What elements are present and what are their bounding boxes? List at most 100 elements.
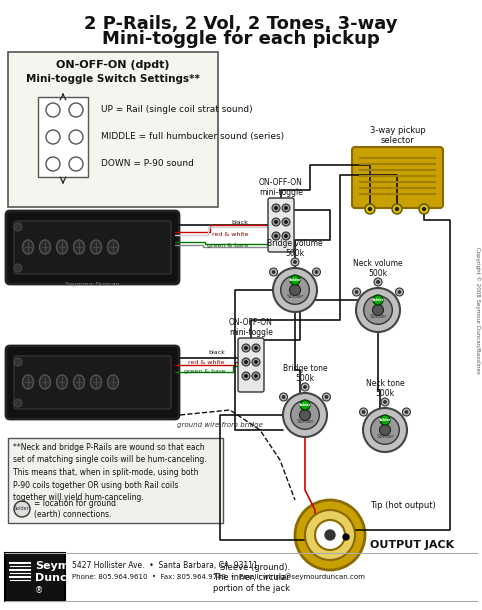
FancyBboxPatch shape <box>38 97 88 177</box>
Circle shape <box>46 130 60 144</box>
Text: **Neck and bridge P-Rails are wound so that each
set of matching single coils wi: **Neck and bridge P-Rails are wound so t… <box>13 443 207 502</box>
Circle shape <box>290 284 300 295</box>
Circle shape <box>419 204 429 214</box>
Text: Neck volume
500k: Neck volume 500k <box>353 259 403 278</box>
Circle shape <box>376 281 379 284</box>
Text: ground wire from bridge: ground wire from bridge <box>177 422 263 428</box>
Ellipse shape <box>56 240 67 254</box>
Circle shape <box>299 409 310 420</box>
Circle shape <box>269 268 278 276</box>
Circle shape <box>291 401 319 429</box>
Ellipse shape <box>56 375 67 389</box>
Text: Solder: Solder <box>286 294 304 299</box>
Text: DOWN = P-90 sound: DOWN = P-90 sound <box>101 159 194 168</box>
Ellipse shape <box>73 240 84 254</box>
Text: Bridge tone
500k: Bridge tone 500k <box>282 364 327 383</box>
Text: Sleeve (ground).
The inner, circular
portion of the jack: Sleeve (ground). The inner, circular por… <box>213 563 290 593</box>
Circle shape <box>356 288 400 332</box>
Text: Mini-toggle for each pickup: Mini-toggle for each pickup <box>102 30 380 48</box>
Circle shape <box>46 103 60 117</box>
Circle shape <box>282 395 285 398</box>
Circle shape <box>254 361 257 364</box>
Circle shape <box>373 295 383 305</box>
Circle shape <box>322 393 331 401</box>
Circle shape <box>244 361 247 364</box>
Text: Seymour: Seymour <box>35 561 90 571</box>
Circle shape <box>362 411 365 414</box>
Circle shape <box>325 395 328 398</box>
Circle shape <box>14 399 22 407</box>
Circle shape <box>384 401 387 403</box>
Circle shape <box>291 258 299 266</box>
FancyBboxPatch shape <box>14 221 171 274</box>
Circle shape <box>405 411 408 414</box>
FancyBboxPatch shape <box>238 338 264 392</box>
Circle shape <box>284 207 287 209</box>
Text: red & white: red & white <box>188 361 225 365</box>
Circle shape <box>242 358 250 366</box>
Text: Solder: Solder <box>289 278 301 282</box>
Ellipse shape <box>91 375 102 389</box>
Circle shape <box>325 530 335 540</box>
Circle shape <box>315 270 318 273</box>
Circle shape <box>355 290 358 293</box>
Circle shape <box>380 415 390 425</box>
Circle shape <box>290 275 300 285</box>
Ellipse shape <box>107 375 119 389</box>
Circle shape <box>69 103 83 117</box>
Text: Solder: Solder <box>379 418 391 422</box>
Text: MIDDLE = full humbucker sound (series): MIDDLE = full humbucker sound (series) <box>101 132 284 142</box>
Circle shape <box>284 220 287 223</box>
Text: = location for ground
(earth) connections.: = location for ground (earth) connection… <box>34 500 116 518</box>
Circle shape <box>252 344 260 352</box>
Circle shape <box>283 393 327 437</box>
Circle shape <box>392 204 402 214</box>
Text: ®: ® <box>35 586 43 595</box>
Text: Solder: Solder <box>14 506 30 512</box>
Circle shape <box>282 204 290 212</box>
Circle shape <box>369 207 372 210</box>
Ellipse shape <box>23 240 34 254</box>
Circle shape <box>273 268 317 312</box>
Text: Bridge volume
500k: Bridge volume 500k <box>267 239 323 258</box>
Circle shape <box>363 408 407 452</box>
Circle shape <box>272 270 275 273</box>
Text: OUTPUT JACK: OUTPUT JACK <box>370 540 454 550</box>
Circle shape <box>252 358 260 366</box>
Circle shape <box>275 234 278 237</box>
FancyBboxPatch shape <box>6 211 179 284</box>
Ellipse shape <box>40 240 51 254</box>
Text: black: black <box>231 220 248 224</box>
FancyBboxPatch shape <box>5 553 65 601</box>
Circle shape <box>252 372 260 380</box>
Circle shape <box>371 415 399 444</box>
Circle shape <box>305 510 355 560</box>
FancyBboxPatch shape <box>8 438 223 523</box>
Circle shape <box>14 501 30 517</box>
Text: red & white: red & white <box>212 232 248 237</box>
Text: Tip (hot output): Tip (hot output) <box>370 500 436 509</box>
Circle shape <box>282 218 290 226</box>
Circle shape <box>272 218 280 226</box>
Circle shape <box>14 223 22 231</box>
Circle shape <box>312 268 321 276</box>
Text: 2 P-Rails, 2 Vol, 2 Tones, 3-way: 2 P-Rails, 2 Vol, 2 Tones, 3-way <box>84 15 398 33</box>
Circle shape <box>282 232 290 240</box>
Circle shape <box>300 400 310 410</box>
Circle shape <box>281 276 309 304</box>
Circle shape <box>365 204 375 214</box>
Text: Seymour Duncan: Seymour Duncan <box>65 282 119 287</box>
Circle shape <box>402 408 411 416</box>
Text: UP = Rail (single coil strat sound): UP = Rail (single coil strat sound) <box>101 106 253 115</box>
Text: Solder: Solder <box>296 419 314 424</box>
Text: Copyright © 2008 Seymour Duncan/Basslines: Copyright © 2008 Seymour Duncan/Bassline… <box>475 246 481 373</box>
Text: black: black <box>208 350 225 354</box>
Text: Neck tone
500k: Neck tone 500k <box>366 379 404 398</box>
Text: Phone: 805.964.9610  •  Fax: 805.964.9749  •  Email: wiring@seymourduncan.com: Phone: 805.964.9610 • Fax: 805.964.9749 … <box>72 573 365 580</box>
Circle shape <box>360 408 368 416</box>
Circle shape <box>373 304 384 315</box>
Ellipse shape <box>40 375 51 389</box>
Text: ON-OFF-ON (dpdt): ON-OFF-ON (dpdt) <box>56 60 170 70</box>
Text: ON-OFF-ON
mini-toggle: ON-OFF-ON mini-toggle <box>229 318 273 337</box>
Circle shape <box>244 375 247 378</box>
